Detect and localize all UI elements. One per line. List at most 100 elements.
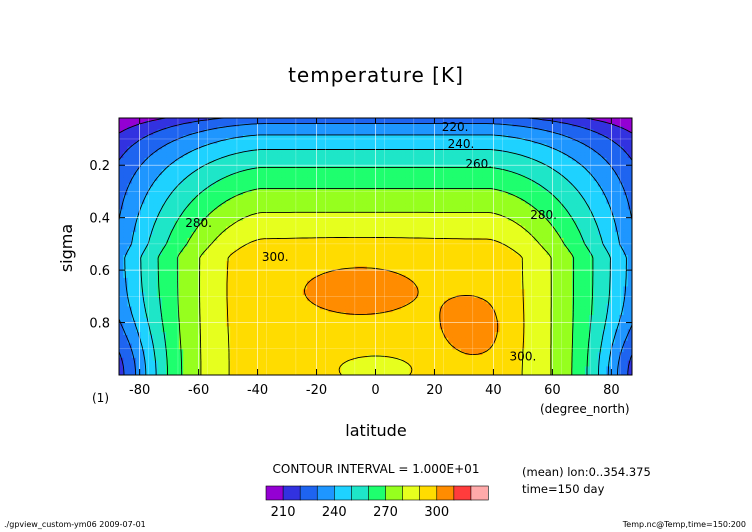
contour-fill-cell: [251, 160, 257, 165]
contour-fill-cell: [174, 195, 180, 199]
contour-fill-cell: [174, 118, 180, 122]
contour-fill-cell: [157, 155, 163, 159]
contour-fill-cell: [166, 209, 171, 213]
contour-fill-cell: [499, 129, 505, 133]
contour-fill-cell: [161, 157, 167, 162]
contour-fill-cell: [332, 192, 338, 196]
contour-fill-cell: [170, 200, 176, 205]
contour-fill-cell: [542, 192, 548, 196]
contour-fill-cell: [465, 229, 471, 233]
contour-fill-cell: [178, 223, 184, 228]
contour-fill-cell: [520, 155, 526, 159]
contour-fill-cell: [486, 135, 492, 139]
contour-fill-cell: [260, 212, 265, 216]
contour-fill-cell: [187, 160, 193, 165]
contour-fill-cell: [157, 177, 163, 182]
contour-fill-cell: [426, 152, 432, 156]
contour-fill-cell: [178, 140, 184, 145]
contour-fill-cell: [354, 209, 360, 213]
contour-fill-cell: [337, 143, 342, 148]
contour-fill-cell: [396, 137, 402, 142]
contour-fill-cell: [208, 200, 214, 205]
contour-fill-cell: [123, 166, 129, 170]
contour-fill-cell: [610, 149, 616, 153]
contour-fill-cell: [435, 166, 441, 170]
contour-fill-cell: [324, 212, 330, 216]
contour-fill-cell: [358, 220, 364, 225]
contour-fill-cell: [473, 217, 479, 222]
contour-fill-cell: [319, 223, 325, 228]
contour-fill-cell: [358, 169, 364, 173]
contour-fill-cell: [161, 212, 167, 216]
contour-fill-cell: [123, 140, 129, 145]
contour-fill-cell: [627, 223, 632, 228]
contour-fill-cell: [610, 137, 616, 142]
contour-fill-cell: [153, 160, 159, 165]
contour-fill-cell: [422, 192, 428, 196]
contour-fill-cell: [418, 229, 424, 233]
contour-fill-cell: [559, 177, 565, 182]
contour-fill-cell: [349, 175, 355, 179]
contour-fill-cell: [597, 140, 603, 145]
contour-fill-cell: [452, 192, 458, 196]
contour-fill-cell: [422, 146, 428, 151]
contour-fill-cell: [584, 226, 590, 230]
contour-fill-cell: [461, 123, 466, 128]
contour-fill-cell: [439, 177, 445, 182]
contour-fill-cell: [140, 157, 146, 162]
contour-fill-cell: [251, 215, 257, 219]
contour-fill-cell: [375, 223, 381, 228]
contour-fill-cell: [225, 137, 231, 142]
contour-fill-cell: [255, 135, 261, 139]
contour-fill-cell: [148, 140, 154, 145]
contour-fill-cell: [311, 177, 317, 182]
contour-fill-cell: [153, 129, 159, 133]
contour-fill-cell: [354, 118, 360, 122]
contour-fill-cell: [247, 143, 253, 148]
contour-fill-cell: [362, 203, 368, 208]
contour-fill-cell: [606, 212, 612, 216]
contour-fill-cell: [119, 232, 124, 236]
contour-fill-cell: [251, 135, 257, 139]
contour-fill-cell: [345, 232, 351, 236]
contour-fill-cell: [294, 226, 300, 230]
contour-fill-cell: [131, 143, 137, 148]
contour-fill-cell: [213, 149, 218, 153]
contour-fill-cell: [546, 177, 552, 182]
contour-fill-cell: [213, 157, 218, 162]
contour-fill-cell: [495, 140, 501, 145]
contour-fill-cell: [439, 203, 445, 208]
contour-fill-cell: [452, 137, 458, 142]
contour-fill-cell: [555, 155, 560, 159]
contour-fill-cell: [208, 209, 214, 213]
contour-fill-cell: [614, 183, 620, 188]
contour-fill-cell: [221, 215, 227, 219]
contour-fill-cell: [255, 215, 261, 219]
contour-fill-cell: [131, 235, 137, 239]
contour-fill-cell: [392, 209, 398, 213]
contour-fill-cell: [264, 126, 270, 131]
contour-fill-cell: [580, 206, 586, 210]
contour-fill-cell: [597, 195, 603, 199]
contour-fill-cell: [345, 175, 351, 179]
contour-fill-cell: [597, 166, 603, 170]
contour-fill-cell: [448, 220, 454, 225]
contour-fill-cell: [225, 169, 231, 173]
contour-fill-cell: [311, 160, 317, 165]
contour-fill-cell: [157, 160, 163, 165]
contour-fill-cell: [435, 212, 441, 216]
contour-fill-cell: [439, 135, 445, 139]
contour-fill-cell: [550, 183, 556, 188]
contour-fill-cell: [413, 160, 419, 165]
contour-fill-cell: [537, 166, 543, 170]
contour-fill-cell: [516, 209, 522, 213]
contour-fill-cell: [456, 120, 462, 125]
contour-fill-cell: [200, 120, 206, 125]
contour-fill-cell: [230, 149, 236, 153]
contour-fill-cell: [473, 195, 479, 199]
contour-fill-cell: [213, 200, 218, 205]
contour-fill-cell: [251, 235, 257, 239]
contour-fill-cell: [281, 212, 287, 216]
contour-fill-cell: [512, 200, 518, 205]
contour-fill-cell: [401, 169, 407, 173]
